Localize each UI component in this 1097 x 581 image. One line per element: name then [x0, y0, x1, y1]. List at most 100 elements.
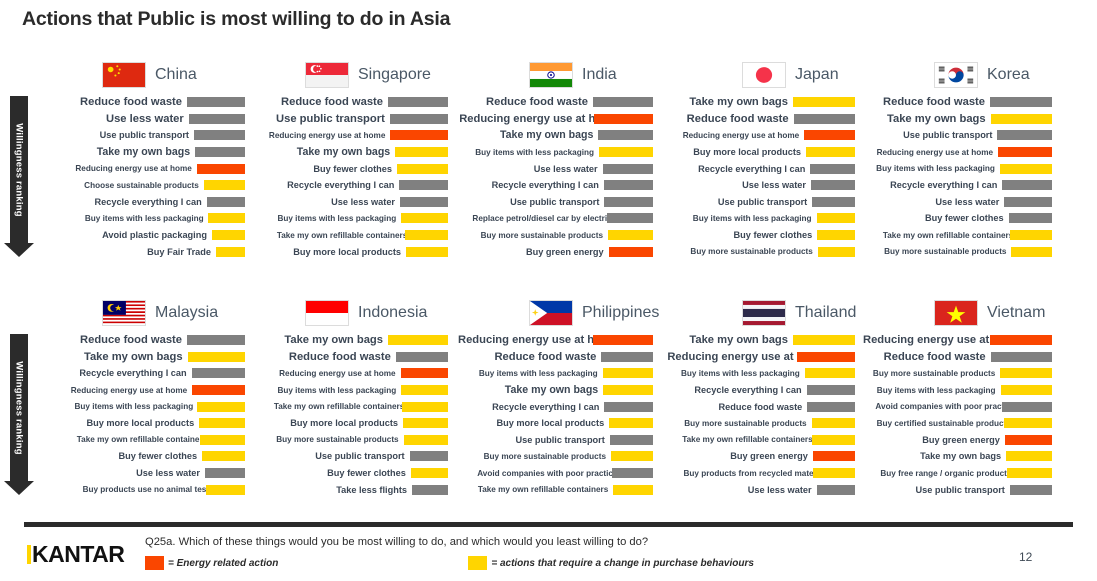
action-row[interactable]: Reducing energy use at home: [445, 111, 653, 128]
action-row[interactable]: Buy more local products: [40, 415, 245, 432]
action-row[interactable]: Buy items with less packaging: [650, 365, 855, 382]
action-row[interactable]: Buy more local products: [243, 415, 448, 432]
action-row[interactable]: Recycle everything I can: [243, 177, 448, 194]
action-row[interactable]: Take my own bags: [243, 144, 448, 161]
action-row[interactable]: Buy products from recycled materials: [650, 465, 855, 482]
action-row[interactable]: Buy more sustainable products: [243, 432, 448, 449]
action-row[interactable]: Buy more local products: [445, 415, 653, 432]
action-row[interactable]: Reducing energy use at home: [40, 382, 245, 399]
action-row[interactable]: Use public transport: [852, 127, 1052, 144]
action-row[interactable]: Use less water: [650, 177, 855, 194]
action-row[interactable]: Avoid companies with poor practices: [445, 465, 653, 482]
action-row[interactable]: Take my own refillable containers: [650, 432, 855, 449]
action-row[interactable]: Buy products use no animal testing: [40, 481, 245, 498]
action-row[interactable]: Buy items with less packaging: [852, 382, 1052, 399]
action-row[interactable]: Buy fewer clothes: [650, 227, 855, 244]
action-row[interactable]: Reduce food waste: [243, 349, 448, 366]
action-row[interactable]: Take my own refillable containers: [445, 481, 653, 498]
action-row[interactable]: Replace petrol/diesel car by electric ca…: [445, 210, 653, 227]
action-row[interactable]: Take my own bags: [650, 94, 855, 111]
action-row[interactable]: Buy items with less packaging: [445, 365, 653, 382]
action-row[interactable]: Recycle everything I can: [445, 398, 653, 415]
action-row[interactable]: Reducing energy use at home: [243, 127, 448, 144]
action-row[interactable]: Take my own bags: [243, 332, 448, 349]
action-row[interactable]: Buy free range / organic products: [852, 465, 1052, 482]
action-row[interactable]: Buy fewer clothes: [243, 160, 448, 177]
action-row[interactable]: Use public transport: [243, 111, 448, 128]
action-row[interactable]: Reducing energy use at home: [650, 127, 855, 144]
action-row[interactable]: Reduce food waste: [40, 94, 245, 111]
action-row[interactable]: Buy more sustainable products: [852, 243, 1052, 260]
action-row[interactable]: Buy more sustainable products: [650, 415, 855, 432]
action-row[interactable]: Reduce food waste: [40, 332, 245, 349]
action-row[interactable]: Reduce food waste: [650, 398, 855, 415]
action-row[interactable]: Buy items with less packaging: [40, 398, 245, 415]
action-row[interactable]: Buy more sustainable products: [445, 227, 653, 244]
action-row[interactable]: Buy green energy: [852, 432, 1052, 449]
action-row[interactable]: Take my own bags: [445, 382, 653, 399]
action-row[interactable]: Choose sustainable products: [40, 177, 245, 194]
action-row[interactable]: Reduce food waste: [243, 94, 448, 111]
action-row[interactable]: Recycle everything I can: [40, 194, 245, 211]
action-row[interactable]: Take my own refillable containers: [243, 398, 448, 415]
action-row[interactable]: Buy green energy: [650, 448, 855, 465]
action-row[interactable]: Buy more sustainable products: [650, 243, 855, 260]
action-row[interactable]: Recycle everything I can: [40, 365, 245, 382]
action-row[interactable]: Buy more sustainable products: [852, 365, 1052, 382]
action-row[interactable]: Take my own bags: [852, 111, 1052, 128]
action-row[interactable]: Take less flights: [243, 481, 448, 498]
action-row[interactable]: Buy Fair Trade: [40, 243, 245, 260]
action-row[interactable]: Take my own bags: [40, 349, 245, 366]
action-row[interactable]: Reducing energy use at home: [445, 332, 653, 349]
action-row[interactable]: Buy items with less packaging: [243, 382, 448, 399]
action-row[interactable]: Reduce food waste: [650, 111, 855, 128]
action-row[interactable]: Reduce food waste: [445, 94, 653, 111]
action-row[interactable]: Use public transport: [445, 194, 653, 211]
action-row[interactable]: Reducing energy use at home: [40, 160, 245, 177]
action-row[interactable]: Take my own bags: [650, 332, 855, 349]
action-row[interactable]: Buy items with less packaging: [650, 210, 855, 227]
action-row[interactable]: Use less water: [650, 481, 855, 498]
action-row[interactable]: Buy items with less packaging: [852, 160, 1052, 177]
action-row[interactable]: Recycle everything I can: [650, 160, 855, 177]
action-row[interactable]: Buy more local products: [243, 243, 448, 260]
action-row[interactable]: Use public transport: [243, 448, 448, 465]
action-row[interactable]: Use less water: [40, 111, 245, 128]
action-row[interactable]: Reduce food waste: [852, 94, 1052, 111]
action-row[interactable]: Use public transport: [650, 194, 855, 211]
action-row[interactable]: Use less water: [243, 194, 448, 211]
action-row[interactable]: Buy items with less packaging: [445, 144, 653, 161]
action-row[interactable]: Use public transport: [40, 127, 245, 144]
action-row[interactable]: Use less water: [445, 160, 653, 177]
action-row[interactable]: Take my own bags: [852, 448, 1052, 465]
action-row[interactable]: Reducing energy use at home: [852, 332, 1052, 349]
action-row[interactable]: Avoid plastic packaging: [40, 227, 245, 244]
action-row[interactable]: Take my own refillable containers: [852, 227, 1052, 244]
action-row[interactable]: Use less water: [40, 465, 245, 482]
action-row[interactable]: Recycle everything I can: [852, 177, 1052, 194]
action-row[interactable]: Buy certified sustainable products: [852, 415, 1052, 432]
action-row[interactable]: Use public transport: [852, 481, 1052, 498]
action-row[interactable]: Buy items with less packaging: [243, 210, 448, 227]
action-row[interactable]: Use less water: [852, 194, 1052, 211]
action-row[interactable]: Reducing energy use at home: [243, 365, 448, 382]
action-row[interactable]: Buy more sustainable products: [445, 448, 653, 465]
action-row[interactable]: Take my own bags: [445, 127, 653, 144]
action-row[interactable]: Reduce food waste: [852, 349, 1052, 366]
action-row[interactable]: Buy items with less packaging: [40, 210, 245, 227]
action-row[interactable]: Recycle everything I can: [650, 382, 855, 399]
action-row[interactable]: Take my own refillable containers: [40, 432, 245, 449]
action-row[interactable]: Buy fewer clothes: [243, 465, 448, 482]
action-row[interactable]: Take my own bags: [40, 144, 245, 161]
action-row[interactable]: Reducing energy use at home: [852, 144, 1052, 161]
action-row[interactable]: Take my own refillable containers: [243, 227, 448, 244]
action-row[interactable]: Buy more local products: [650, 144, 855, 161]
action-row[interactable]: Buy fewer clothes: [40, 448, 245, 465]
action-row[interactable]: Recycle everything I can: [445, 177, 653, 194]
action-row[interactable]: Reduce food waste: [445, 349, 653, 366]
action-row[interactable]: Buy fewer clothes: [852, 210, 1052, 227]
action-row[interactable]: Avoid companies with poor practices: [852, 398, 1052, 415]
action-row[interactable]: Reducing energy use at home: [650, 349, 855, 366]
action-row[interactable]: Buy green energy: [445, 243, 653, 260]
action-row[interactable]: Use public transport: [445, 432, 653, 449]
